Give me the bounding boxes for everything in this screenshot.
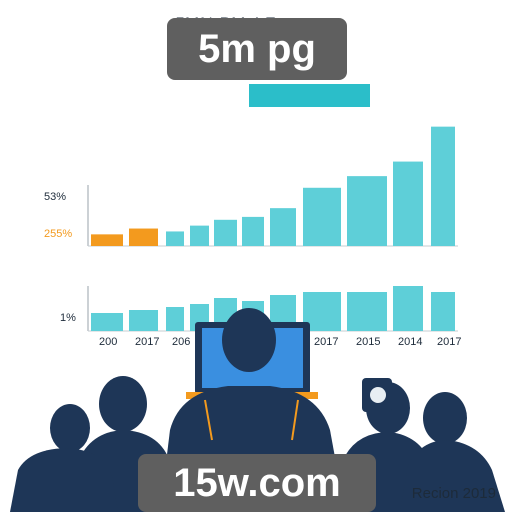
upper-bar-7 [270, 208, 296, 246]
x-tick-7: 2017 [437, 336, 462, 348]
lower-y-tick-1: 1% [60, 312, 76, 324]
upper-bar-11 [431, 126, 455, 246]
person-left-1-head [99, 376, 147, 432]
x-tick-4: 2017 [314, 336, 339, 348]
person-left-2-head [50, 404, 90, 452]
lower-bar-11 [431, 292, 455, 331]
x-tick-5: 2015 [356, 336, 381, 348]
upper-bar-8 [303, 187, 341, 246]
presenter-head [222, 308, 276, 372]
upper-bar-3 [166, 231, 184, 246]
person-right-2-body [400, 440, 505, 512]
upper-bar-2 [129, 228, 158, 246]
person-left-2-body [10, 448, 118, 512]
lower-bar-2 [129, 310, 158, 331]
watermark-badge-top: 5m pg [167, 18, 347, 80]
lower-bar-10 [393, 286, 423, 331]
upper-bar-chart [87, 126, 458, 247]
watermark-badge-bottom: 15w.com [138, 454, 376, 512]
lower-bar-9 [347, 292, 387, 331]
x-tick-2: 2017 [135, 336, 160, 348]
upper-bar-4 [190, 225, 209, 246]
person-right-2-head [423, 392, 467, 444]
upper-bar-10 [393, 161, 423, 246]
camera-lens [370, 387, 386, 403]
upper-y-tick-2: 255% [44, 228, 73, 240]
x-tick-3: 206 [172, 336, 191, 348]
upper-y-tick-1: 53% [44, 191, 67, 203]
lower-bar-1 [91, 313, 123, 331]
upper-bar-1 [91, 234, 123, 246]
header-accent-bar [249, 84, 370, 107]
upper-bar-9 [347, 176, 387, 246]
lower-bar-3 [166, 307, 184, 331]
x-tick-6: 2014 [398, 336, 423, 348]
presenter-straps [204, 399, 299, 441]
x-tick-1: 200 [99, 336, 118, 348]
region-label: Recion 2019 [411, 485, 496, 502]
upper-bar-5 [214, 219, 237, 246]
upper-bar-6 [242, 216, 264, 246]
